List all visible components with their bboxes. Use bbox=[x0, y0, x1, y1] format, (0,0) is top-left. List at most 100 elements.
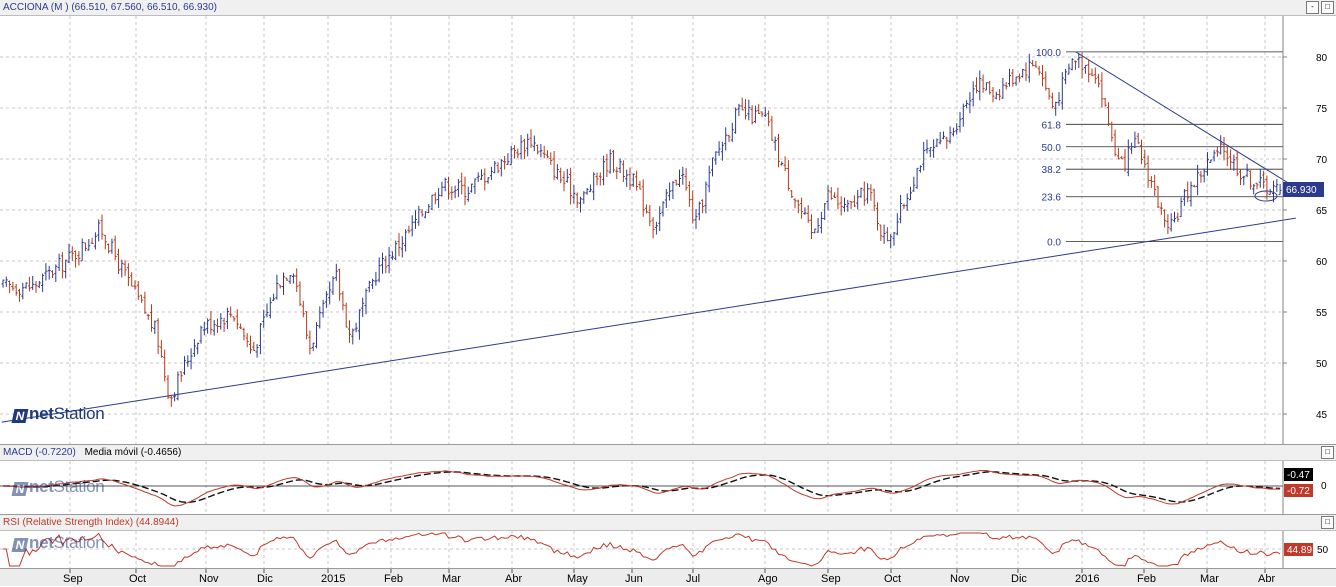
ohlc-bar bbox=[166, 375, 170, 399]
ohlc-bar bbox=[1011, 68, 1015, 87]
ohlc-bar bbox=[381, 252, 384, 274]
ohlc-bar bbox=[1044, 71, 1048, 91]
ohlc-bar bbox=[945, 136, 949, 149]
ohlc-bar bbox=[889, 234, 893, 249]
price-y-tick: 50 bbox=[1316, 359, 1328, 370]
ohlc-bar bbox=[816, 217, 820, 233]
ohlc-bar bbox=[1245, 163, 1249, 178]
ohlc-bar bbox=[777, 133, 780, 168]
macd-chart[interactable]: -0.47 -0.72 0 bbox=[0, 461, 1336, 514]
ohlc-bar bbox=[635, 170, 639, 191]
price-y-tick: 55 bbox=[1316, 308, 1328, 319]
ohlc-bar bbox=[103, 234, 107, 250]
ohlc-bar bbox=[856, 189, 860, 210]
ohlc-bar bbox=[466, 186, 470, 202]
ohlc-bar bbox=[1064, 68, 1068, 85]
ohlc-bar bbox=[1202, 168, 1206, 183]
ohlc-bar bbox=[206, 318, 210, 334]
ohlc-bar bbox=[67, 243, 71, 264]
circle-annotation bbox=[1254, 190, 1278, 202]
ohlc-bar bbox=[536, 144, 540, 155]
netstation-logo-icon: N bbox=[11, 409, 29, 423]
ohlc-bar bbox=[311, 342, 315, 352]
ohlc-bar bbox=[1021, 68, 1025, 78]
fib-level-label: 50.0 bbox=[1042, 143, 1062, 154]
ohlc-bar bbox=[348, 320, 351, 343]
ohlc-bar bbox=[770, 115, 774, 141]
ohlc-bar bbox=[77, 251, 81, 266]
ohlc-bar bbox=[1140, 139, 1143, 165]
macd-value: -0.72 bbox=[1287, 486, 1310, 497]
price-panel-title: ACCIONA (M ) (66.510, 67.560, 66.510, 66… bbox=[3, 2, 218, 13]
ohlc-bar bbox=[951, 127, 955, 137]
macd-zero-tick: 0 bbox=[1321, 481, 1327, 492]
maximize-button[interactable]: □ bbox=[1321, 1, 1334, 14]
ohlc-bar bbox=[453, 185, 457, 199]
ohlc-bar bbox=[1173, 211, 1176, 223]
macd-maximize-button[interactable]: □ bbox=[1321, 446, 1334, 459]
price-panel-titlebar: ACCIONA (M ) (66.510, 67.560, 66.510, 66… bbox=[0, 0, 1336, 16]
ohlc-bar bbox=[460, 172, 464, 195]
ohlc-bar bbox=[113, 235, 117, 260]
ohlc-bar bbox=[374, 271, 378, 286]
ohlc-bar bbox=[555, 164, 559, 180]
ohlc-bar bbox=[489, 166, 493, 180]
ohlc-bar bbox=[912, 176, 916, 192]
ohlc-bar bbox=[1222, 137, 1226, 161]
ohlc-bar bbox=[1133, 131, 1137, 149]
ohlc-bar bbox=[1186, 181, 1190, 203]
ohlc-bar bbox=[612, 150, 615, 173]
ohlc-bar bbox=[196, 342, 200, 355]
ohlc-bar bbox=[305, 311, 309, 340]
ohlc-bar bbox=[1074, 60, 1077, 70]
date-label: 2016 bbox=[1075, 573, 1099, 585]
ohlc-bar bbox=[585, 187, 589, 195]
ohlc-bar bbox=[998, 89, 1002, 101]
ohlc-bar bbox=[74, 250, 78, 268]
ohlc-bar bbox=[27, 276, 31, 292]
ohlc-bar bbox=[255, 343, 259, 358]
ohlc-bar bbox=[895, 213, 899, 236]
ohlc-bar bbox=[829, 187, 833, 200]
ohlc-bar bbox=[133, 280, 137, 290]
macd-ma-value-box bbox=[1284, 468, 1313, 481]
ohlc-bar bbox=[905, 193, 909, 211]
ohlc-bar bbox=[674, 179, 678, 186]
ohlc-bar bbox=[282, 272, 285, 295]
ohlc-bar bbox=[790, 190, 794, 198]
ohlc-bar bbox=[955, 123, 959, 135]
ohlc-bar bbox=[183, 356, 186, 375]
ohlc-bar bbox=[575, 192, 579, 209]
rsi-title: RSI (Relative Strength Index) (44.8944) bbox=[3, 517, 179, 528]
ohlc-bar bbox=[143, 291, 147, 314]
ohlc-bar bbox=[295, 268, 299, 293]
price-chart[interactable]: 100.0 61.8 50.0 38.2 23.6 0.0 45 50 55 60 65 70 75 8… bbox=[0, 16, 1336, 444]
date-label: Oct bbox=[129, 573, 146, 585]
ohlc-bar bbox=[1067, 63, 1071, 75]
ohlc-bar bbox=[579, 196, 582, 213]
ohlc-bar bbox=[8, 280, 12, 294]
ohlc-bar bbox=[932, 139, 936, 158]
ohlc-bar bbox=[209, 311, 213, 335]
ohlc-bar bbox=[146, 313, 150, 320]
ohlc-bar bbox=[34, 281, 38, 293]
rsi-chart[interactable]: 44.89 50 bbox=[0, 531, 1336, 568]
ohlc-bar bbox=[357, 309, 361, 340]
ohlc-bar bbox=[1278, 183, 1282, 196]
rsi-maximize-button[interactable]: □ bbox=[1321, 516, 1334, 529]
ohlc-bar bbox=[245, 333, 249, 348]
ohlc-bar bbox=[331, 276, 335, 296]
ohlc-bar bbox=[4, 276, 8, 287]
ohlc-bar bbox=[225, 307, 229, 330]
ohlc-bar bbox=[621, 160, 625, 183]
ohlc-bar bbox=[744, 99, 747, 120]
ohlc-bar bbox=[909, 186, 912, 201]
ohlc-bar bbox=[229, 306, 233, 318]
netstation-logo-macd-icon: N bbox=[11, 482, 29, 496]
minimize-button[interactable]: - bbox=[1306, 1, 1319, 14]
rsi-value: 44.89 bbox=[1287, 545, 1312, 556]
ohlc-bar bbox=[681, 166, 685, 185]
price-y-tick: 60 bbox=[1316, 257, 1328, 268]
date-label: Nov bbox=[199, 573, 219, 585]
ohlc-bar bbox=[110, 238, 114, 254]
